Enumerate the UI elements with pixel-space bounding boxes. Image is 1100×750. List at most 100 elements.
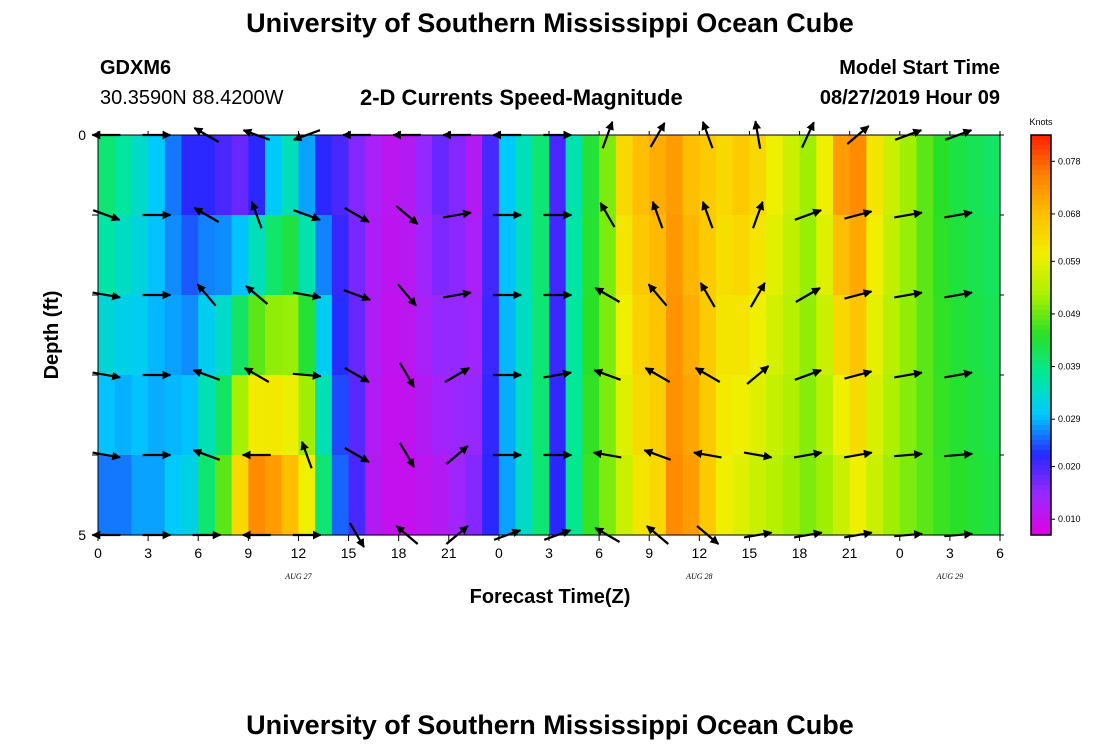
heatmap-cell <box>732 455 751 536</box>
heatmap-cell <box>281 455 300 536</box>
heatmap-cell <box>832 215 851 296</box>
heatmap-cell <box>365 375 383 456</box>
heatmap-cell <box>315 215 333 296</box>
colorbar-unit: Knots <box>1029 117 1053 127</box>
heatmap-layer <box>98 135 1001 536</box>
heatmap-cell <box>365 215 383 296</box>
heatmap-cell <box>315 375 333 456</box>
colorbar-segment <box>1031 190 1051 196</box>
x-tick-label: 9 <box>645 545 653 561</box>
heatmap-cell <box>732 135 751 216</box>
heatmap-cell <box>682 455 700 536</box>
heatmap-cell <box>565 375 583 456</box>
y-axis-label: Depth (ft) <box>41 291 63 380</box>
current-vector <box>192 448 221 461</box>
current-vector <box>543 369 572 379</box>
heatmap-cell <box>599 135 617 216</box>
heatmap-cell <box>114 295 132 376</box>
current-vector <box>894 209 923 219</box>
heatmap-cell <box>632 135 650 216</box>
heatmap-cell <box>682 135 700 216</box>
heatmap-cell <box>265 295 283 376</box>
heatmap-cell <box>164 295 183 376</box>
colorbar-segment <box>1031 155 1051 161</box>
current-vector <box>92 291 121 301</box>
chart-title: 2-D Currents Speed-Magnitude <box>360 85 683 110</box>
heatmap-cell <box>665 295 684 376</box>
heatmap-cell <box>716 135 734 216</box>
x-tick-label: 0 <box>495 545 503 561</box>
heatmap-cell <box>415 455 433 536</box>
heatmap-cell <box>432 375 450 456</box>
current-vector <box>196 283 217 307</box>
heatmap-cell <box>766 295 784 376</box>
heatmap-cell <box>198 215 216 296</box>
heatmap-cell <box>749 215 767 296</box>
heatmap-cell <box>899 375 918 456</box>
heatmap-cell <box>599 455 617 536</box>
colorbar-segment <box>1031 490 1051 496</box>
current-vector <box>292 371 322 380</box>
heatmap-cell <box>866 455 884 536</box>
colorbar-segment <box>1031 465 1051 471</box>
x-axis-label: Forecast Time(Z) <box>470 586 631 608</box>
colorbar-segment <box>1031 225 1051 231</box>
heatmap-cell <box>131 215 149 296</box>
heatmap-cell <box>699 215 717 296</box>
colorbar-segment <box>1031 415 1051 421</box>
station-id: GDXM6 <box>100 57 172 79</box>
colorbar-segment <box>1031 280 1051 286</box>
heatmap-cell <box>782 455 801 536</box>
heatmap-cell <box>515 455 533 536</box>
current-vector <box>92 371 121 381</box>
heatmap-cell <box>98 135 116 216</box>
current-vector <box>894 450 923 459</box>
heatmap-cell <box>331 455 350 536</box>
colorbar-segment <box>1031 530 1051 536</box>
heatmap-cell <box>281 135 300 216</box>
colorbar-segment <box>1031 290 1051 296</box>
colorbar-segment <box>1031 425 1051 431</box>
heatmap-cell <box>832 135 851 216</box>
colorbar-segment <box>1031 205 1051 211</box>
heatmap-cell <box>732 295 751 376</box>
current-vector <box>794 368 822 381</box>
x-tick-label: 3 <box>545 545 553 561</box>
current-vector <box>894 369 923 379</box>
date-label: AUG 29 <box>936 572 963 581</box>
heatmap-cell <box>799 215 817 296</box>
current-vector <box>944 289 973 299</box>
colorbar-segment <box>1031 390 1051 396</box>
heatmap-cell <box>949 375 968 456</box>
heatmap-cell <box>716 455 734 536</box>
colorbar-segment <box>1031 340 1051 346</box>
heatmap-cell <box>849 215 867 296</box>
heatmap-cell <box>832 375 851 456</box>
heatmap-cell <box>899 455 918 536</box>
x-tick-label: 6 <box>595 545 603 561</box>
heatmap-cell <box>699 375 717 456</box>
heatmap-cell <box>665 375 684 456</box>
heatmap-cell <box>665 215 684 296</box>
heatmap-cell <box>816 295 834 376</box>
current-vector <box>399 442 415 468</box>
colorbar-segment <box>1031 150 1051 156</box>
heatmap-cell <box>432 215 450 296</box>
date-label: AUG 28 <box>685 572 712 581</box>
colorbar-segment <box>1031 445 1051 451</box>
heatmap-cell <box>181 135 199 216</box>
heatmap-cell <box>966 135 984 216</box>
heatmap-cell <box>298 375 316 456</box>
heatmap-cell <box>565 455 583 536</box>
colorbar-segment <box>1031 180 1051 186</box>
current-vector <box>944 209 973 219</box>
heatmap-cell <box>983 455 1001 536</box>
heatmap-cell <box>632 455 650 536</box>
current-vector <box>445 445 469 465</box>
heatmap-cell <box>816 375 834 456</box>
heatmap-cell <box>148 455 166 536</box>
heatmap-cell <box>365 455 383 536</box>
heatmap-cell <box>465 135 483 216</box>
current-vector <box>746 365 770 385</box>
heatmap-cell <box>649 135 667 216</box>
